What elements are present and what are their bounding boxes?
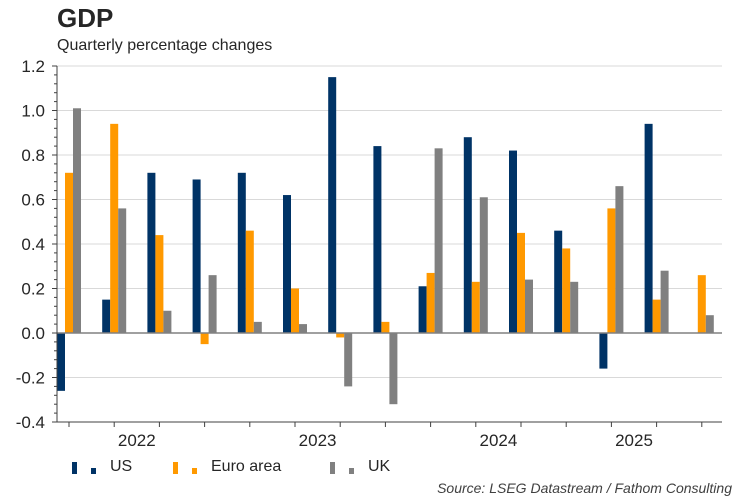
bar-us — [147, 172, 156, 333]
legend-label-uk: UK — [368, 458, 391, 475]
bar-euro-area — [517, 232, 525, 333]
legend-swatch-us — [72, 462, 77, 474]
x-year-labels: 2022 2023 2024 2025 — [118, 431, 653, 450]
bar-uk — [299, 324, 307, 333]
y-tick-label: 0.8 — [21, 146, 45, 165]
y-tick-label: 0.4 — [21, 235, 45, 254]
legend-label-us: US — [110, 458, 133, 475]
source-note: Source: LSEG Datastream / Fathom Consult… — [437, 480, 732, 496]
bar-euro-area — [200, 333, 209, 345]
legend-label-euro-area: Euro area — [211, 458, 282, 475]
y-tick-label: -0.4 — [16, 413, 45, 432]
legend-swatch-uk-small — [349, 468, 354, 474]
y-tick-label: -0.2 — [16, 369, 45, 388]
legend-swatch-euro-area-small — [192, 468, 197, 474]
legend-item-uk: UK — [330, 457, 390, 477]
bar-us — [509, 150, 517, 333]
bar-us — [237, 172, 246, 333]
legend: US Euro area UK — [0, 457, 750, 477]
bars — [57, 77, 714, 405]
y-tick-label: 0.0 — [21, 324, 45, 343]
bar-us — [599, 333, 608, 369]
y-tick-label: 1.2 — [21, 57, 45, 76]
bar-us — [57, 333, 65, 391]
bar-uk — [163, 310, 172, 333]
bar-euro-area — [110, 123, 119, 333]
bar-uk — [705, 315, 714, 333]
legend-item-us: US — [72, 457, 132, 477]
bar-us — [463, 137, 472, 333]
bar-us — [283, 195, 291, 333]
bar-euro-area — [381, 321, 390, 333]
bar-uk — [615, 186, 624, 333]
bar-euro-area — [65, 172, 73, 333]
bar-us — [644, 123, 653, 333]
bar-euro-area — [471, 281, 480, 333]
legend-swatch-us-small — [91, 468, 96, 474]
bar-euro-area — [607, 208, 616, 333]
bar-uk — [344, 333, 353, 387]
legend-swatch-euro-area — [173, 462, 178, 474]
axes — [52, 65, 722, 427]
y-tick-label: 0.6 — [21, 191, 45, 210]
y-tick-labels: -0.4 -0.2 0.0 0.2 0.4 0.6 0.8 1.0 1.2 — [16, 57, 45, 432]
legend-item-euro-area: Euro area — [173, 457, 281, 477]
bar-us — [373, 146, 382, 333]
bar-euro-area — [245, 230, 254, 333]
bar-uk — [253, 321, 262, 333]
bar-euro-area — [562, 248, 571, 333]
chart-subtitle: Quarterly percentage changes — [57, 37, 273, 54]
x-year-label: 2023 — [299, 431, 337, 450]
bar-uk — [525, 279, 533, 333]
bar-us — [328, 77, 337, 333]
y-tick-label: 0.2 — [21, 280, 45, 299]
x-year-label: 2025 — [615, 431, 653, 450]
bar-uk — [73, 108, 81, 334]
bar-uk — [570, 281, 579, 333]
bar-uk — [208, 275, 217, 333]
x-year-label: 2022 — [118, 431, 156, 450]
bar-euro-area — [697, 275, 706, 333]
bar-uk — [389, 333, 398, 405]
bar-us — [102, 299, 111, 333]
bar-euro-area — [652, 299, 661, 333]
bar-us — [192, 179, 201, 333]
legend-swatch-uk — [330, 462, 335, 474]
bar-euro-area — [336, 333, 345, 338]
bar-uk — [118, 208, 127, 333]
bar-uk — [479, 197, 488, 333]
bar-uk — [660, 270, 669, 333]
chart-title: GDP — [57, 3, 114, 33]
bar-us — [554, 230, 563, 333]
bar-euro-area — [426, 272, 435, 333]
y-tick-label: 1.0 — [21, 102, 45, 121]
bar-euro-area — [155, 235, 164, 333]
x-year-label: 2024 — [479, 431, 517, 450]
bar-uk — [434, 148, 443, 333]
bar-us — [418, 286, 427, 333]
bar-euro-area — [291, 288, 299, 333]
